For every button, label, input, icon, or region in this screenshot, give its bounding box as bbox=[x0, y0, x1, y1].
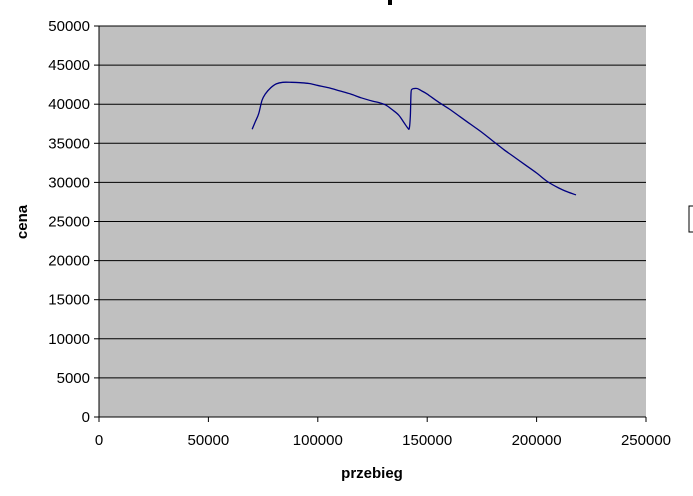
x-axis-ticks: 0 50000 100000 150000 200000 250000 bbox=[95, 417, 671, 449]
x-tick-label: 200000 bbox=[512, 432, 562, 449]
series-layer bbox=[251, 81, 577, 196]
y-tick-label: 50000 bbox=[48, 18, 90, 35]
x-tick-label: 250000 bbox=[621, 432, 671, 449]
y-tick-label: 0 bbox=[82, 409, 90, 426]
y-axis-ticks: 0 5000 10000 15000 20000 25000 30000 35000 40000… bbox=[48, 18, 99, 426]
y-tick-label: 20000 bbox=[48, 253, 90, 270]
y-tick-label: 45000 bbox=[48, 57, 90, 74]
y-axis-label: cena bbox=[14, 204, 31, 239]
x-tick-label: 0 bbox=[95, 432, 103, 449]
x-tick-label: 150000 bbox=[402, 432, 452, 449]
gridlines bbox=[99, 25, 646, 379]
y-tick-label: 35000 bbox=[48, 135, 90, 152]
series-line bbox=[251, 81, 577, 196]
y-tick-label: 5000 bbox=[57, 370, 90, 387]
cropped-legend-fragment bbox=[688, 205, 693, 233]
x-tick-label: 50000 bbox=[188, 432, 230, 449]
cropped-title-fragment bbox=[388, 0, 392, 5]
x-tick-label: 100000 bbox=[293, 432, 343, 449]
y-tick-label: 15000 bbox=[48, 292, 90, 309]
y-tick-label: 10000 bbox=[48, 331, 90, 348]
x-axis-label: przebieg bbox=[341, 465, 403, 482]
y-tick-label: 25000 bbox=[48, 214, 90, 231]
y-tick-label: 40000 bbox=[48, 96, 90, 113]
y-tick-label: 30000 bbox=[48, 174, 90, 191]
